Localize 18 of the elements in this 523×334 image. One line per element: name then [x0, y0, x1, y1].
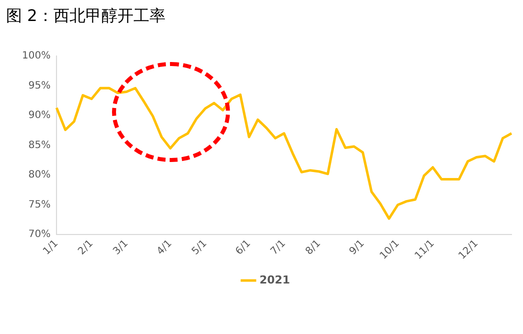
x-tick-label: 1/1 — [41, 238, 61, 258]
legend-label: 2021 — [259, 273, 290, 286]
x-tick-label: 2/1 — [76, 238, 96, 258]
x-tick-label: 8/1 — [304, 238, 323, 258]
x-tick-label: 6/1 — [234, 238, 254, 258]
y-tick-label: 90% — [28, 110, 51, 122]
y-tick-label: 95% — [28, 80, 51, 92]
y-tick-label: 70% — [28, 229, 51, 240]
x-tick-label: 5/1 — [190, 238, 210, 258]
y-tick-label: 100% — [22, 50, 51, 62]
x-tick-label: 9/1 — [348, 238, 367, 258]
y-tick-label: 75% — [28, 199, 51, 210]
y-tick-label: 80% — [28, 170, 51, 181]
y-tick-label: 85% — [28, 140, 51, 151]
x-tick-label: 4/1 — [155, 238, 174, 258]
chart-title: 图 2：西北甲醇开工率 — [6, 6, 166, 27]
x-tick-label: 7/1 — [268, 238, 288, 258]
x-tick-label: 3/1 — [111, 238, 131, 258]
